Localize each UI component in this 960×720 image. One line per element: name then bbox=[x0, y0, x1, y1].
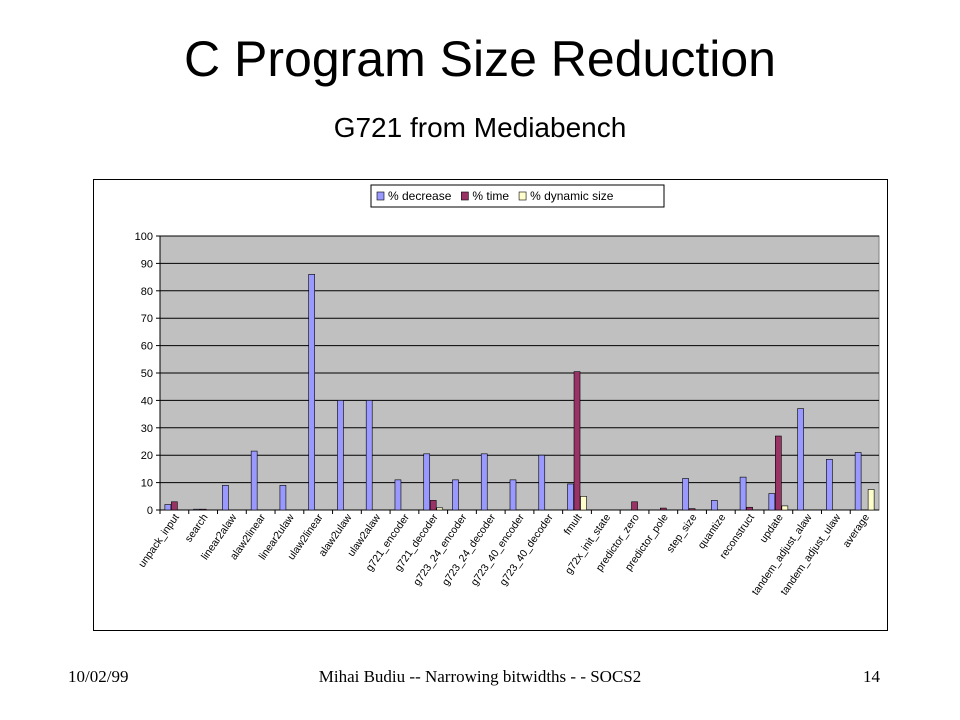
bar bbox=[631, 501, 638, 511]
bar bbox=[781, 505, 789, 511]
bar bbox=[580, 495, 587, 511]
legend-swatch bbox=[518, 191, 527, 201]
bar bbox=[429, 500, 437, 511]
bar-chart: 0 10 20 30 40 50 60 70 80 90 100 unpack_input search… bbox=[135, 184, 880, 598]
bar bbox=[452, 479, 459, 511]
y-tick-label: 50 bbox=[141, 368, 153, 380]
legend-swatch bbox=[461, 191, 469, 201]
y-tick-label: 70 bbox=[141, 313, 153, 325]
bar bbox=[682, 478, 689, 511]
bar bbox=[193, 508, 200, 511]
bar bbox=[538, 454, 546, 511]
x-tick-label: update bbox=[758, 512, 786, 545]
x-tick-label: average bbox=[840, 512, 872, 550]
y-tick-label: 80 bbox=[141, 286, 153, 298]
bar bbox=[659, 507, 667, 511]
bar bbox=[509, 479, 517, 511]
bar bbox=[365, 400, 373, 511]
bar bbox=[480, 453, 488, 511]
bar bbox=[394, 479, 402, 511]
footer-author: Mihai Budiu -- Narrowing bitwidths - - S… bbox=[318, 667, 642, 686]
bar bbox=[746, 506, 753, 511]
bar bbox=[250, 450, 258, 511]
legend-swatch bbox=[376, 191, 385, 201]
y-tick-label: 10 bbox=[141, 478, 153, 490]
footer-date: 10/02/99 bbox=[68, 667, 129, 686]
bar bbox=[573, 371, 581, 511]
y-tick-label: 0 bbox=[147, 505, 153, 517]
bar bbox=[739, 476, 747, 511]
bar bbox=[308, 274, 315, 511]
x-tick-label: unpack_input bbox=[136, 512, 182, 570]
bar bbox=[199, 508, 207, 511]
x-tick-label: g723_40_decoder bbox=[497, 511, 556, 588]
y-tick-label: 60 bbox=[141, 341, 153, 353]
bar bbox=[854, 452, 862, 511]
bar bbox=[567, 483, 574, 511]
bar bbox=[826, 459, 833, 511]
y-tick-label: 40 bbox=[141, 395, 153, 407]
bar bbox=[164, 504, 172, 511]
x-tick-label: fmult bbox=[562, 512, 585, 538]
legend-label: % time bbox=[472, 189, 509, 203]
x-tick-label: search bbox=[183, 512, 211, 545]
bar bbox=[222, 485, 229, 511]
legend bbox=[370, 184, 665, 208]
bar bbox=[797, 408, 804, 511]
bar bbox=[711, 500, 718, 511]
bar bbox=[867, 489, 875, 511]
page-number: 14 bbox=[863, 667, 880, 686]
slide-title: C Program Size Reduction bbox=[184, 31, 776, 87]
slide-subtitle: G721 from Mediabench bbox=[333, 112, 627, 143]
y-tick-label: 90 bbox=[141, 258, 153, 270]
bar bbox=[279, 485, 287, 511]
legend-label: % dynamic size bbox=[530, 189, 614, 203]
y-tick-label: 30 bbox=[141, 423, 153, 435]
bar bbox=[171, 501, 178, 511]
bar bbox=[768, 493, 776, 511]
bar bbox=[337, 400, 344, 511]
bar bbox=[688, 508, 696, 511]
y-tick-label: 20 bbox=[141, 450, 153, 462]
bar bbox=[423, 453, 431, 511]
y-tick-label: 100 bbox=[135, 231, 153, 243]
legend-label: % decrease bbox=[388, 189, 452, 203]
bar bbox=[436, 507, 444, 511]
bar bbox=[775, 435, 782, 511]
